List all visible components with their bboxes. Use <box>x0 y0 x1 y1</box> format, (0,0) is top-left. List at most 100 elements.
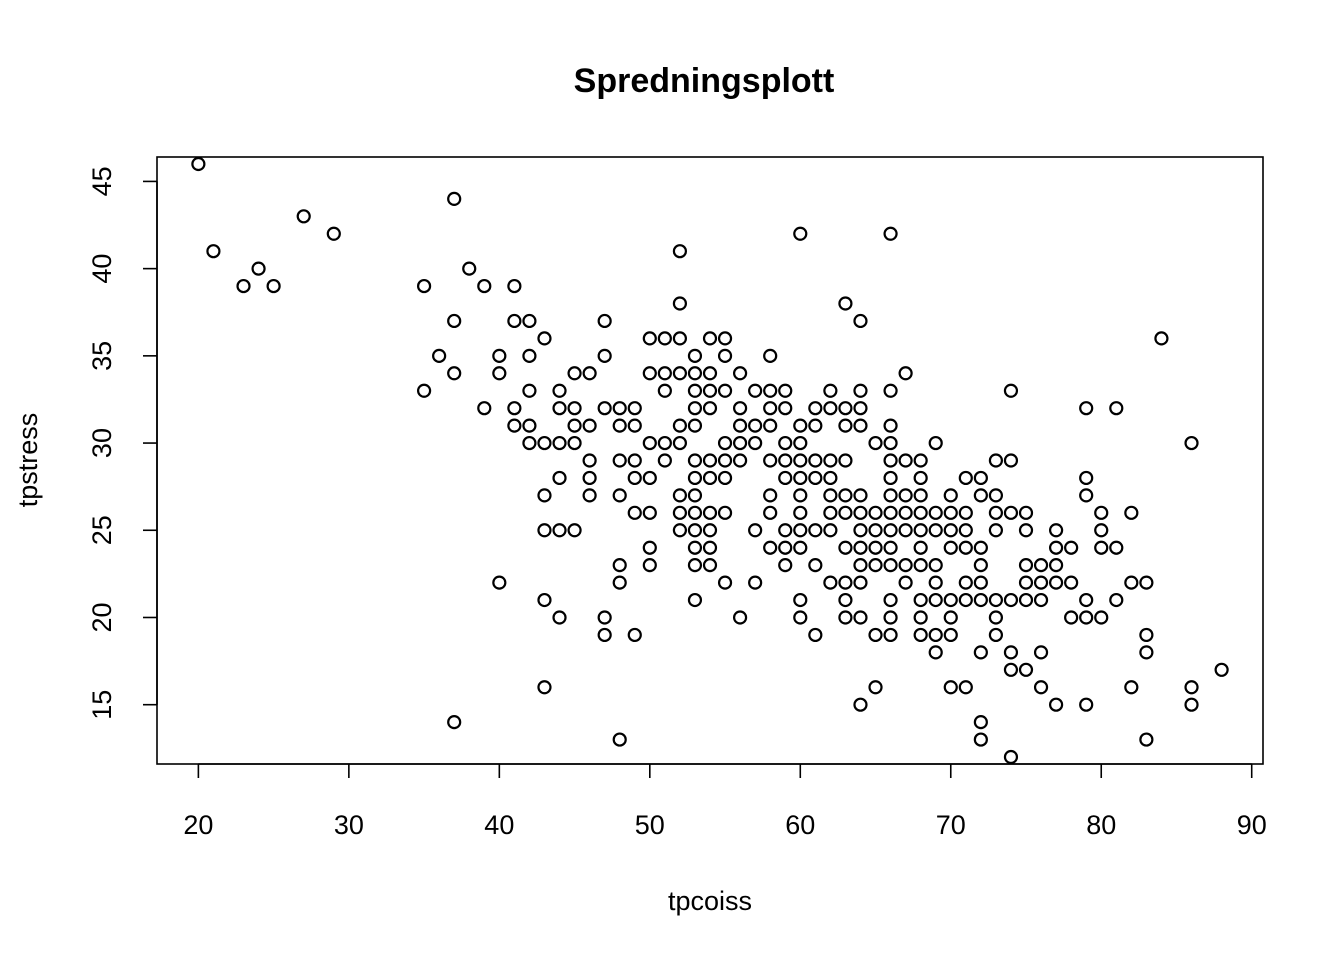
data-point <box>266 278 281 294</box>
data-point <box>687 558 703 573</box>
data-point <box>868 680 883 695</box>
data-point <box>416 278 432 294</box>
data-point <box>687 488 703 503</box>
data-point <box>883 383 898 398</box>
data-point <box>732 610 748 625</box>
data-point <box>567 418 582 433</box>
data-point <box>522 313 537 329</box>
data-point <box>1003 662 1019 677</box>
data-point <box>657 453 672 468</box>
data-point <box>1033 558 1049 573</box>
data-point <box>702 558 718 573</box>
x-tick-label: 30 <box>334 810 364 840</box>
data-point <box>1018 592 1034 608</box>
data-point <box>808 470 823 486</box>
data-point <box>838 505 853 520</box>
data-point <box>898 523 913 538</box>
data-point <box>537 523 552 538</box>
data-point <box>763 540 778 555</box>
data-point <box>928 435 943 451</box>
y-tick-label: 20 <box>87 602 117 632</box>
data-point <box>447 191 462 206</box>
data-point <box>958 592 973 608</box>
data-point <box>597 401 612 416</box>
data-point <box>928 575 943 590</box>
data-point <box>943 627 958 643</box>
data-point <box>687 348 703 363</box>
data-point <box>672 296 688 311</box>
data-point <box>702 383 718 398</box>
data-point <box>1048 575 1064 590</box>
data-point <box>973 592 988 608</box>
data-point <box>913 558 928 573</box>
data-point <box>913 470 928 486</box>
data-point <box>883 523 898 538</box>
data-point <box>296 209 311 224</box>
data-point <box>612 575 627 590</box>
data-point <box>1003 645 1019 660</box>
data-point <box>883 435 898 451</box>
data-point <box>778 435 793 451</box>
data-point <box>778 401 793 416</box>
data-point <box>1048 697 1064 712</box>
data-point <box>687 383 703 398</box>
data-point <box>1003 592 1019 608</box>
data-point <box>748 383 763 398</box>
data-point <box>988 453 1004 468</box>
x-tick-label: 80 <box>1086 810 1116 840</box>
data-point <box>793 488 808 503</box>
data-point <box>687 401 703 416</box>
data-point <box>687 470 703 486</box>
data-point <box>582 453 597 468</box>
data-point <box>1109 401 1124 416</box>
data-point <box>853 418 868 433</box>
data-point <box>672 523 688 538</box>
data-point <box>973 488 988 503</box>
data-point <box>883 470 898 486</box>
data-point <box>552 383 567 398</box>
data-point <box>853 575 868 590</box>
data-point <box>838 401 853 416</box>
data-point <box>672 244 688 259</box>
data-point <box>717 575 733 590</box>
y-tick-label: 25 <box>87 515 117 545</box>
data-point <box>672 331 688 346</box>
data-point <box>898 505 913 520</box>
chart-title: Spredningsplott <box>574 62 835 100</box>
data-point <box>928 592 943 608</box>
data-point <box>793 418 808 433</box>
data-point <box>597 610 612 625</box>
data-point <box>793 540 808 555</box>
data-point <box>1064 610 1079 625</box>
data-point <box>973 540 988 555</box>
data-point <box>988 505 1004 520</box>
data-point <box>808 523 823 538</box>
data-point <box>928 645 943 660</box>
data-point <box>1079 401 1094 416</box>
data-point <box>853 523 868 538</box>
x-tick-label: 40 <box>484 810 514 840</box>
data-point <box>778 558 793 573</box>
data-point <box>823 470 838 486</box>
data-point <box>883 610 898 625</box>
data-point <box>823 401 838 416</box>
data-point <box>492 366 507 381</box>
data-point <box>793 592 808 608</box>
data-point <box>913 523 928 538</box>
data-point <box>552 610 567 625</box>
data-point <box>1184 697 1199 712</box>
data-point <box>687 453 703 468</box>
data-point <box>898 575 913 590</box>
data-point <box>853 610 868 625</box>
data-point <box>1003 383 1019 398</box>
data-point <box>732 401 748 416</box>
data-point <box>958 523 973 538</box>
data-point <box>1079 470 1094 486</box>
data-point <box>717 348 733 363</box>
data-point <box>763 488 778 503</box>
data-point <box>883 488 898 503</box>
data-point <box>657 383 672 398</box>
data-point <box>236 278 251 294</box>
data-point <box>898 558 913 573</box>
